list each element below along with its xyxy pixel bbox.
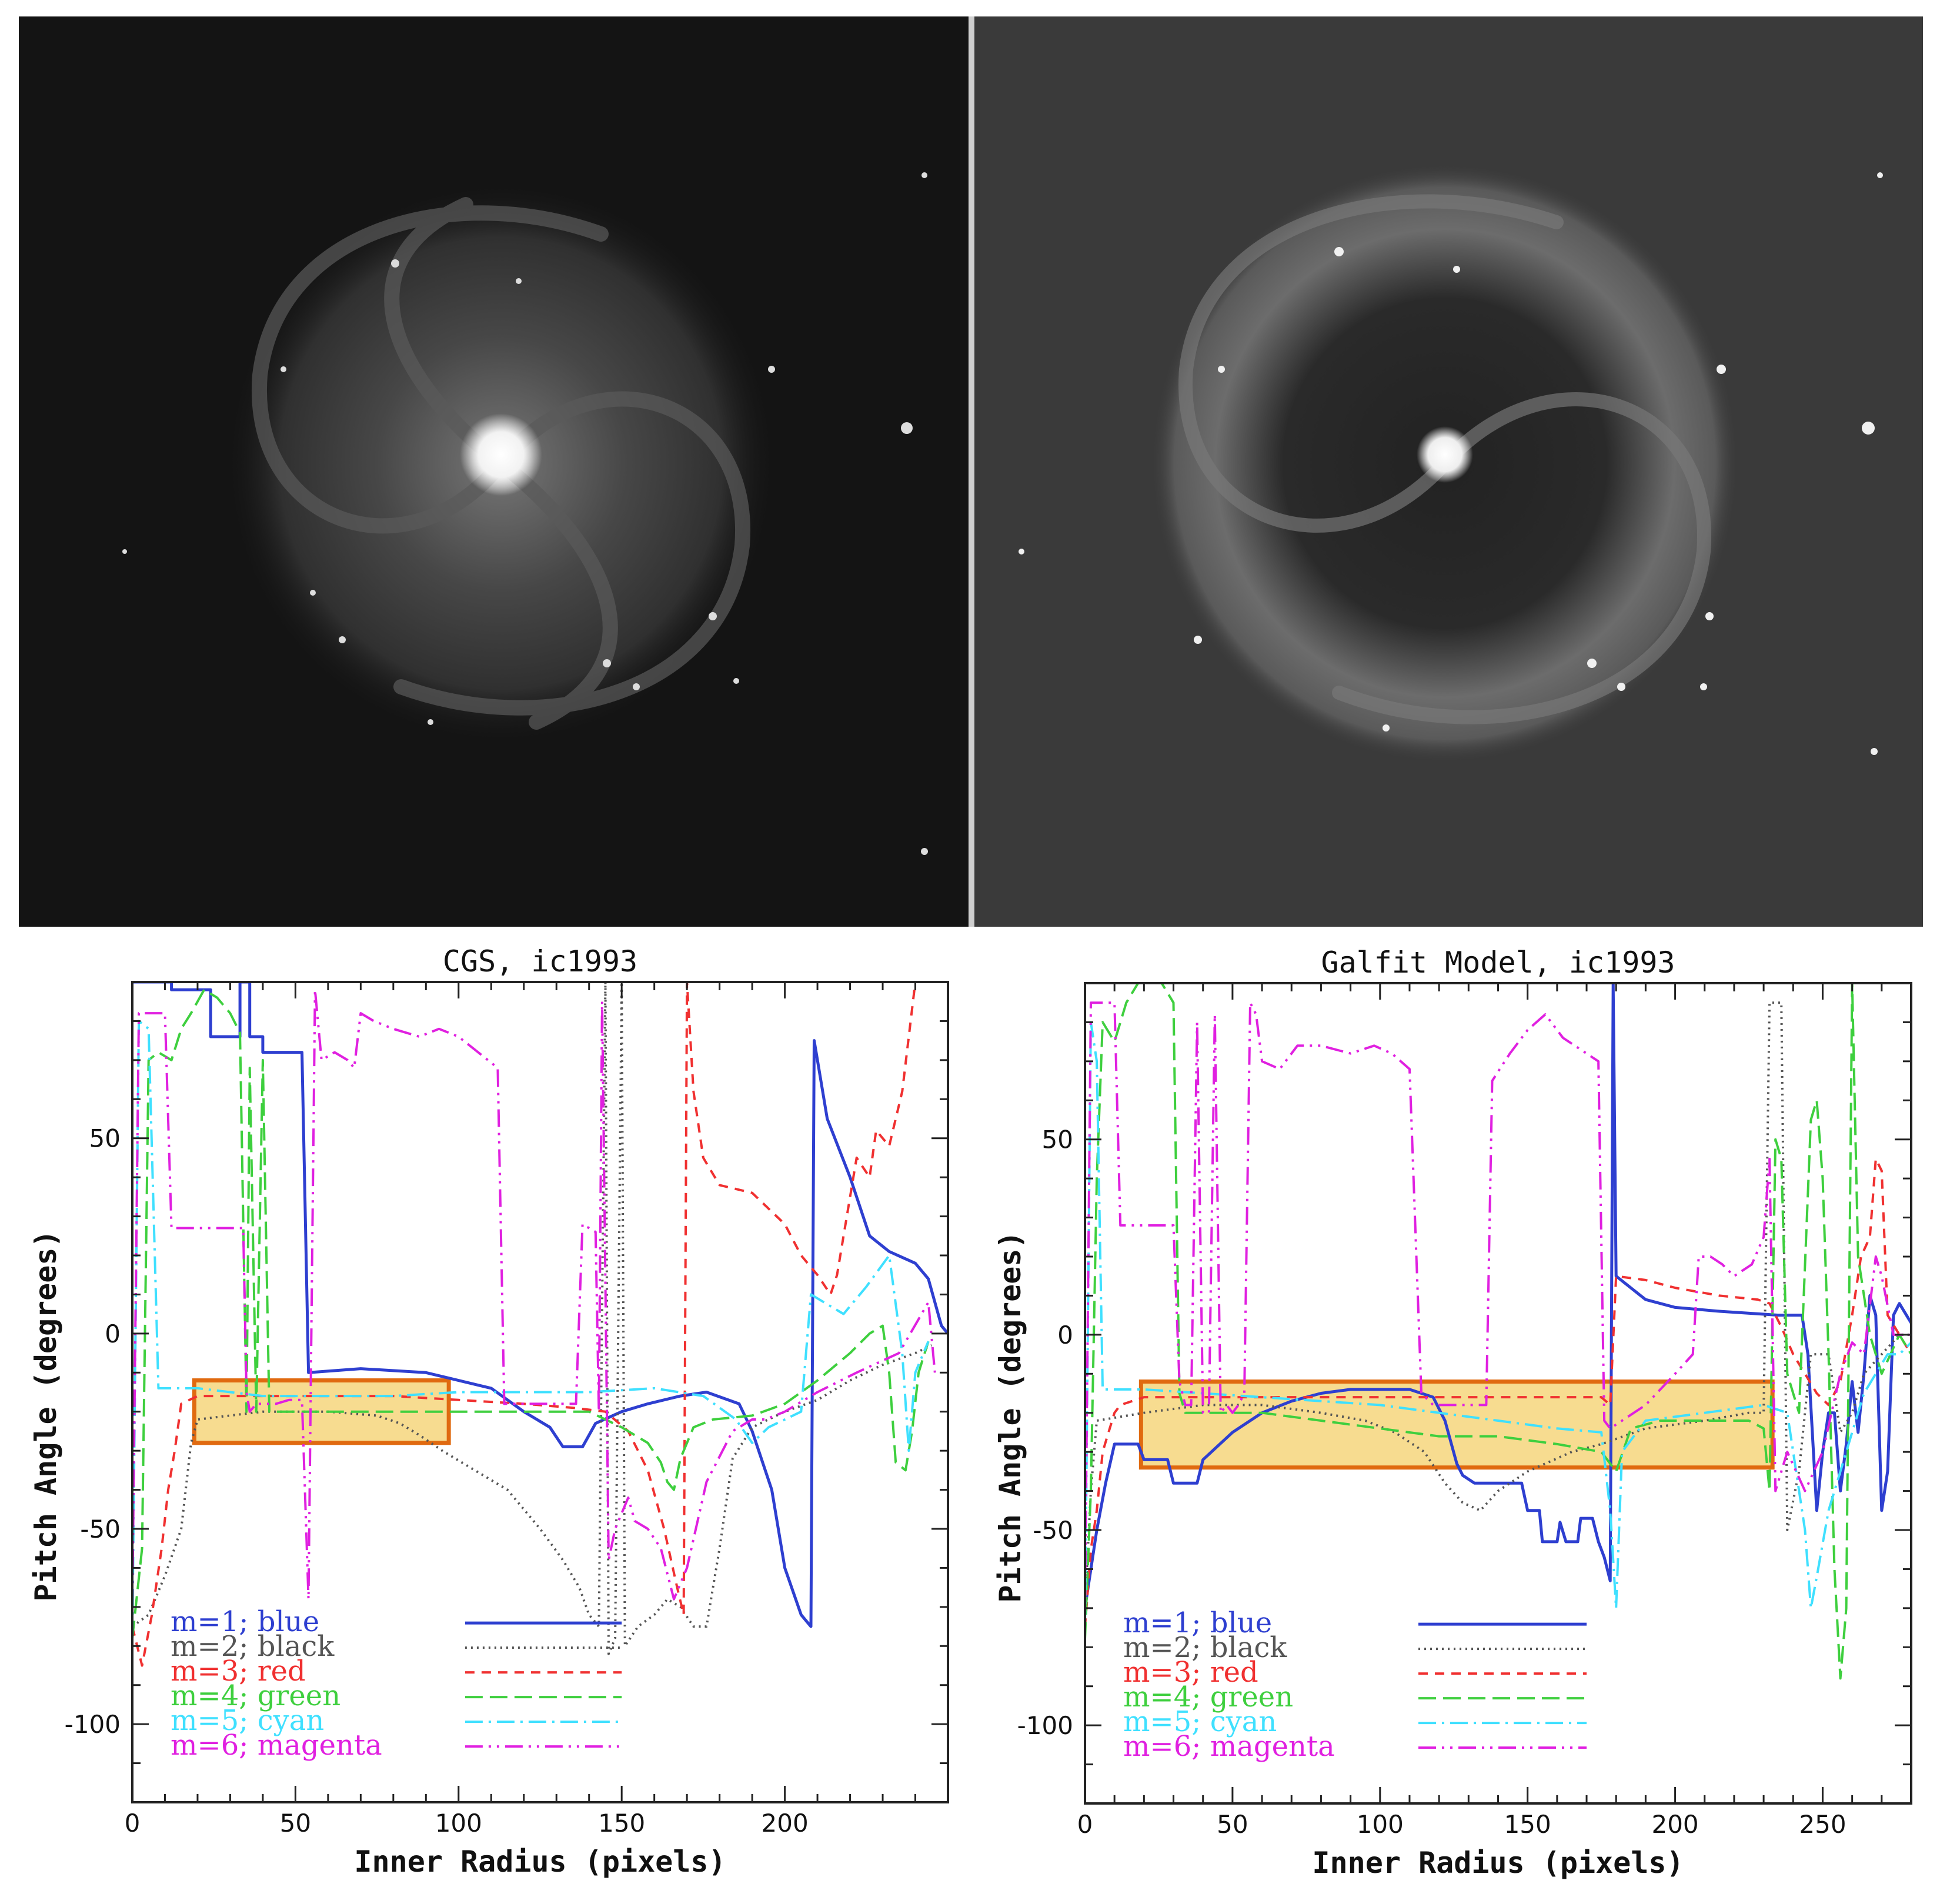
galfit-y-tick-label: -100 <box>1017 1711 1073 1740</box>
cgs-chart-title: CGS, ic1993 <box>443 944 637 978</box>
cgs-y-tick-label: -50 <box>80 1515 121 1544</box>
galfit-x-tick-label: 200 <box>1651 1810 1698 1839</box>
cgs-x-axis-label: Inner Radius (pixels) <box>354 1845 726 1879</box>
galfit-x-tick-label: 150 <box>1504 1810 1551 1839</box>
cgs-y-axis-label: Pitch Angle (degrees) <box>29 1230 63 1601</box>
cgs-x-tick-label: 200 <box>762 1809 809 1838</box>
galfit-legend-label-blue: m=1; blue <box>1123 1606 1272 1639</box>
galfit-legend-label-magenta: m=6; magenta <box>1123 1730 1335 1763</box>
cgs-x-tick-label: 100 <box>435 1809 482 1838</box>
cgs-series-red <box>132 982 917 1667</box>
chart-galfit-model-svg: Galfit Model, ic1993 0 50 100 150 200 250 50 0 -5… <box>993 946 1912 1880</box>
cgs-y-tick-label: -100 <box>65 1710 121 1739</box>
galfit-x-tick-label: 50 <box>1217 1810 1248 1839</box>
galfit-series-green <box>1085 983 1911 1680</box>
galfit-x-tick-label: 250 <box>1799 1810 1846 1839</box>
cgs-x-tick-label: 0 <box>125 1809 141 1838</box>
chart-cgs-svg: CGS, ic1993 0 50 100 150 200 50 0 -50 -100 Inner R… <box>29 944 949 1879</box>
galfit-y-tick-label: -50 <box>1033 1516 1073 1545</box>
cgs-legend-label-blue: m=1; blue <box>171 1605 319 1638</box>
galfit-legend-label-red: m=3; red <box>1123 1656 1258 1689</box>
cgs-legend-label-magenta: m=6; magenta <box>171 1729 382 1762</box>
cgs-x-tick-label: 150 <box>598 1809 645 1838</box>
galfit-chart-title: Galfit Model, ic1993 <box>1321 946 1675 980</box>
galfit-legend-label-black: m=2; black <box>1123 1631 1287 1664</box>
cgs-legend-label-cyan: m=5; cyan <box>171 1704 324 1737</box>
cgs-series-magenta <box>132 988 936 1607</box>
cgs-series-green <box>132 988 930 1639</box>
galfit-highlight-region <box>1138 1379 1775 1470</box>
galfit-series-blue <box>1085 983 1911 1609</box>
chart-cgs: CGS, ic1993 0 50 100 150 200 50 0 -50 -100 Inner R… <box>0 929 964 1904</box>
cgs-y-tick-label: 0 <box>105 1320 121 1348</box>
galfit-y-tick-label: 50 <box>1042 1125 1073 1154</box>
cgs-legend-label-black: m=2; black <box>171 1630 335 1663</box>
galfit-x-axis-label: Inner Radius (pixels) <box>1312 1846 1684 1880</box>
image-divider <box>969 16 974 927</box>
cgs-y-tick-label: 50 <box>89 1124 121 1153</box>
cgs-series-cyan <box>132 1020 930 1639</box>
cgs-series-blue <box>132 982 948 1628</box>
galaxy-model-residual-image <box>974 16 1923 927</box>
galfit-y-tick-label: 0 <box>1057 1321 1073 1349</box>
galfit-series-cyan <box>1085 1021 1911 1628</box>
galfit-series-red <box>1085 1157 1911 1628</box>
cgs-legend-label-green: m=4; green <box>171 1679 340 1712</box>
galfit-legend-label-cyan: m=5; cyan <box>1123 1705 1277 1738</box>
cgs-plot-frame <box>131 981 949 1803</box>
galfit-x-tick-label: 0 <box>1077 1810 1093 1839</box>
chart-galfit-model: Galfit Model, ic1993 0 50 100 150 200 250 50 0 -5… <box>964 929 1929 1904</box>
cgs-x-tick-label: 50 <box>280 1809 311 1838</box>
galfit-legend-label-green: m=4; green <box>1123 1681 1293 1713</box>
galfit-series-black <box>1085 1001 1911 1609</box>
galaxy-original-image <box>19 16 969 927</box>
galfit-y-axis-label: Pitch Angle (degrees) <box>993 1231 1027 1602</box>
cgs-legend-label-red: m=3; red <box>171 1655 306 1688</box>
galfit-x-tick-label: 100 <box>1357 1810 1404 1839</box>
